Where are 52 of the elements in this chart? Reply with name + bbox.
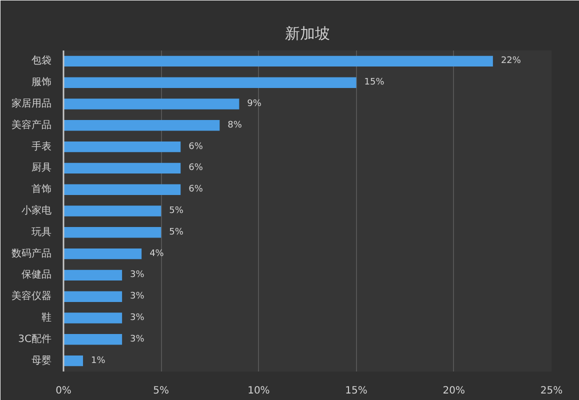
y-tick-label: 数码产品 bbox=[12, 247, 52, 260]
bar bbox=[64, 270, 122, 281]
y-tick-label: 小家电 bbox=[22, 204, 52, 216]
bar bbox=[64, 248, 142, 260]
bar bbox=[64, 56, 493, 67]
x-tick-label: 20% bbox=[442, 386, 466, 396]
y-tick-label: 保健品 bbox=[22, 270, 52, 281]
y-tick-label: 首饰 bbox=[32, 183, 52, 196]
y-tick-label: 手表 bbox=[32, 140, 52, 152]
y-tick-label: 美容仪器 bbox=[12, 290, 52, 302]
y-tick-label: 服饰 bbox=[32, 76, 52, 88]
y-tick-label: 厨具 bbox=[32, 162, 52, 174]
data-label: 3% bbox=[130, 334, 145, 344]
data-label: 5% bbox=[169, 206, 184, 216]
bar bbox=[64, 141, 181, 152]
y-tick-label: 鞋 bbox=[42, 312, 52, 324]
x-tick-label: 25% bbox=[540, 386, 563, 396]
data-label: 15% bbox=[364, 78, 385, 88]
bar bbox=[64, 98, 240, 110]
x-tick-label: 5% bbox=[153, 386, 170, 396]
data-label: 5% bbox=[169, 227, 184, 238]
data-label: 6% bbox=[188, 163, 204, 174]
data-label: 6% bbox=[188, 142, 204, 152]
x-tick-label: 15% bbox=[345, 386, 368, 396]
bar bbox=[64, 120, 220, 131]
y-tick-label: 包袋 bbox=[32, 54, 52, 67]
bar bbox=[64, 184, 181, 195]
data-label: 8% bbox=[228, 120, 242, 130]
data-label: 9% bbox=[247, 99, 262, 109]
y-tick-label: 家居用品 bbox=[12, 98, 52, 110]
bar bbox=[64, 206, 162, 216]
bar bbox=[64, 291, 122, 302]
y-tick-label: 玩具 bbox=[32, 226, 52, 238]
x-tick-label: 0% bbox=[56, 386, 72, 396]
data-label: 3% bbox=[130, 270, 145, 280]
data-label: 1% bbox=[91, 356, 106, 366]
data-label: 6% bbox=[188, 184, 204, 195]
data-label: 4% bbox=[150, 248, 164, 259]
y-tick-label: 美容产品 bbox=[12, 118, 52, 131]
bar bbox=[64, 312, 122, 324]
y-tick-label: 母婴 bbox=[32, 354, 52, 366]
bar bbox=[64, 355, 84, 366]
data-label: 3% bbox=[130, 292, 145, 302]
y-tick-label: 3C配件 bbox=[18, 334, 52, 345]
bar bbox=[64, 227, 162, 238]
data-label: 3% bbox=[130, 313, 145, 323]
bar bbox=[64, 162, 181, 174]
x-tick-label: 10% bbox=[248, 386, 270, 396]
bar bbox=[64, 77, 356, 88]
bar bbox=[64, 334, 122, 345]
chart-title: 新加坡 bbox=[285, 24, 330, 42]
data-label: 22% bbox=[500, 56, 522, 66]
